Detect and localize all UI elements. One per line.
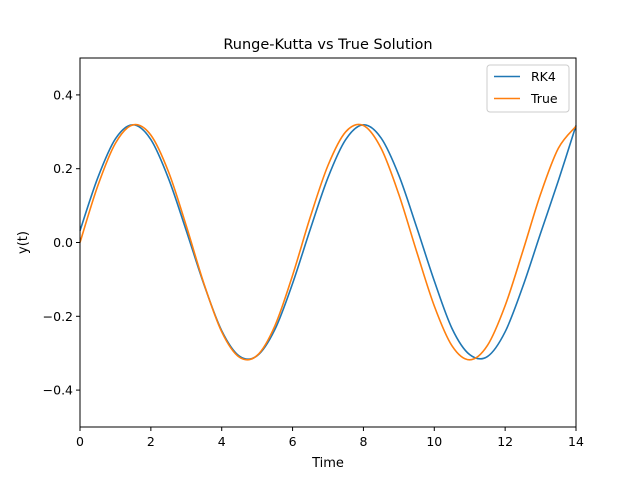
series-line-true: [79, 123, 577, 361]
legend-label: RK4: [531, 69, 556, 84]
x-tick-label: 6: [289, 434, 297, 449]
x-tick-label: 14: [568, 434, 584, 449]
x-tick-label: 4: [218, 434, 226, 449]
x-tick-label: 8: [359, 434, 367, 449]
x-tick-label: 0: [76, 434, 84, 449]
y-tick-label: 0.0: [53, 235, 73, 250]
y-tick-label: −0.2: [43, 309, 73, 324]
x-tick-label: 10: [426, 434, 442, 449]
x-tick-label: 2: [147, 434, 155, 449]
legend: RK4 True: [486, 64, 570, 113]
chart-title: Runge-Kutta vs True Solution: [223, 37, 432, 53]
y-tick-label: −0.4: [43, 383, 73, 398]
x-axis-ticks: 0 2 4 6 8 10 12 14: [76, 427, 584, 449]
y-axis-label: y(t): [16, 231, 31, 254]
x-tick-label: 12: [497, 434, 513, 449]
axes-frame: [79, 57, 577, 428]
y-tick-label: 0.2: [53, 161, 73, 176]
y-tick-label: 0.4: [53, 87, 73, 102]
y-axis-ticks: −0.4 −0.2 0.0 0.2 0.4: [43, 87, 80, 398]
x-axis-label: Time: [311, 456, 344, 471]
series-line-rk4: [79, 123, 577, 360]
legend-label: True: [530, 91, 558, 106]
plot-area: [79, 123, 577, 361]
